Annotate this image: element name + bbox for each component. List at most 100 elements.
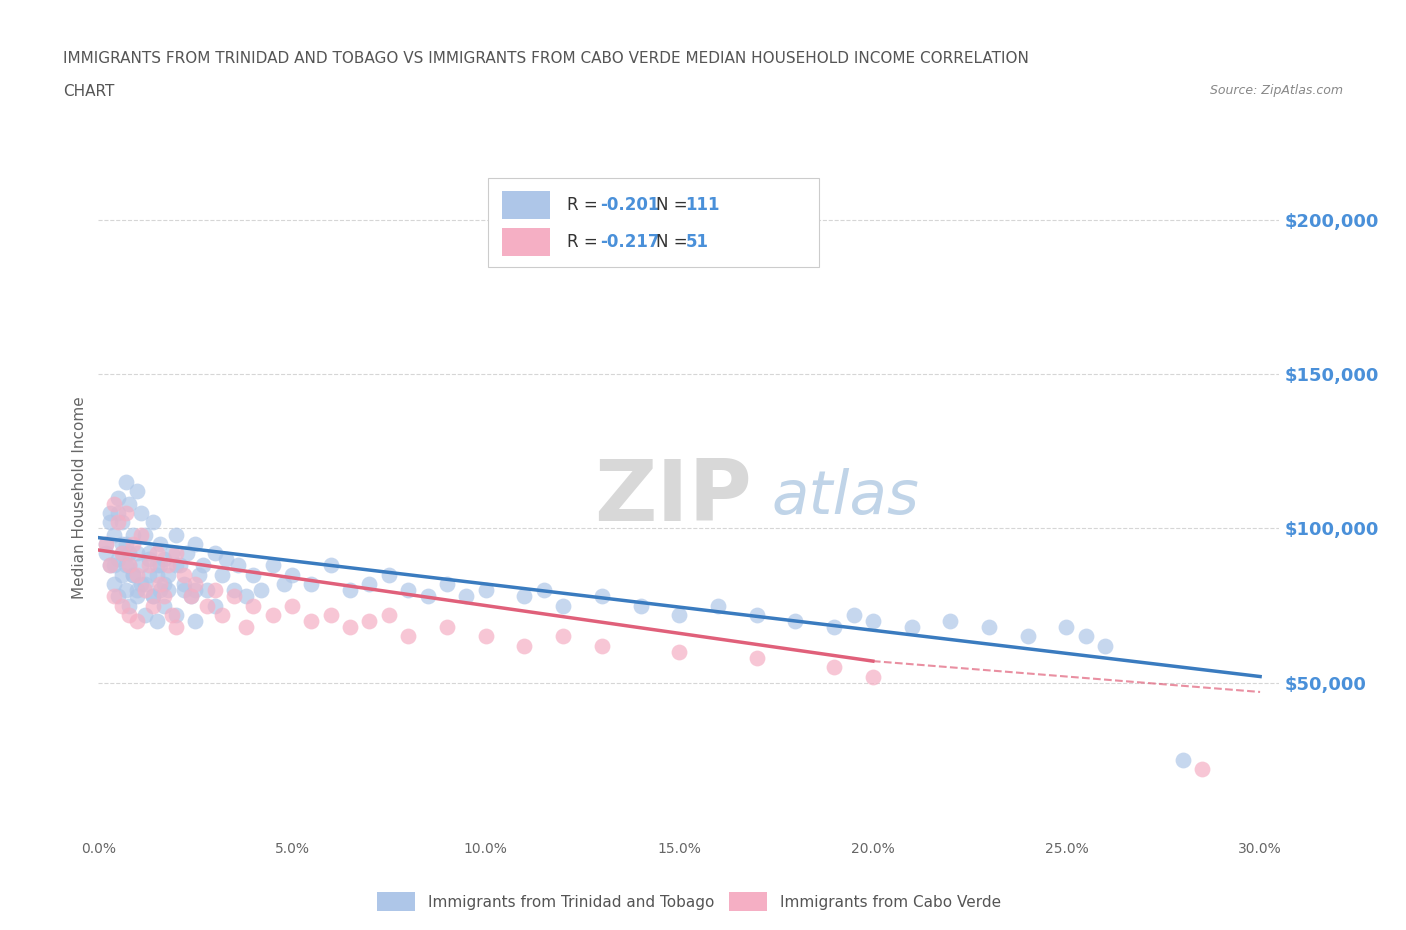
- Point: [114, 558, 136, 573]
- Point: [142, 515, 165, 530]
- Point: [153, 589, 176, 604]
- Point: [127, 567, 149, 582]
- Point: [138, 558, 160, 573]
- Point: [103, 577, 125, 591]
- Point: [474, 583, 496, 598]
- Point: [299, 577, 322, 591]
- Point: [114, 537, 136, 551]
- Point: [122, 537, 145, 551]
- Point: [1056, 619, 1078, 634]
- Point: [204, 598, 226, 613]
- Point: [169, 558, 191, 573]
- Point: [134, 607, 156, 622]
- Point: [98, 506, 121, 521]
- Point: [160, 546, 183, 561]
- Point: [513, 589, 536, 604]
- Point: [118, 607, 141, 622]
- Point: [114, 474, 136, 489]
- Point: [138, 567, 160, 582]
- Point: [262, 558, 284, 573]
- Text: N =: N =: [655, 233, 693, 251]
- Point: [416, 589, 439, 604]
- Text: R =: R =: [567, 233, 603, 251]
- Point: [226, 558, 249, 573]
- Point: [474, 629, 496, 644]
- Point: [173, 583, 195, 598]
- Point: [103, 527, 125, 542]
- Point: [98, 558, 121, 573]
- Point: [299, 614, 322, 629]
- Point: [157, 583, 180, 598]
- Point: [591, 589, 613, 604]
- Point: [785, 614, 807, 629]
- FancyBboxPatch shape: [488, 179, 818, 267]
- Point: [107, 589, 129, 604]
- Point: [250, 583, 273, 598]
- Point: [707, 598, 730, 613]
- Point: [745, 607, 768, 622]
- Point: [107, 490, 129, 505]
- Point: [111, 567, 134, 582]
- Point: [129, 527, 152, 542]
- Point: [1094, 638, 1116, 653]
- Point: [160, 607, 183, 622]
- Point: [842, 607, 865, 622]
- Point: [127, 546, 149, 561]
- Point: [745, 651, 768, 666]
- Point: [96, 537, 118, 551]
- Text: R =: R =: [567, 196, 603, 214]
- Point: [129, 577, 152, 591]
- Point: [122, 527, 145, 542]
- Point: [630, 598, 652, 613]
- Point: [262, 607, 284, 622]
- Point: [138, 551, 160, 566]
- Point: [235, 619, 257, 634]
- Point: [118, 558, 141, 573]
- Point: [111, 546, 134, 561]
- Point: [165, 607, 187, 622]
- Point: [153, 598, 176, 613]
- Point: [149, 537, 172, 551]
- Point: [191, 558, 214, 573]
- Point: [157, 558, 180, 573]
- Text: N =: N =: [655, 196, 693, 214]
- Point: [142, 589, 165, 604]
- Point: [165, 546, 187, 561]
- Point: [551, 629, 574, 644]
- Point: [149, 577, 172, 591]
- Point: [378, 567, 401, 582]
- Text: 51: 51: [685, 233, 709, 251]
- Point: [1171, 752, 1194, 767]
- Point: [173, 567, 195, 582]
- Point: [668, 644, 690, 659]
- Point: [111, 515, 134, 530]
- Point: [107, 506, 129, 521]
- Point: [103, 589, 125, 604]
- Point: [96, 546, 118, 561]
- Point: [281, 567, 304, 582]
- Point: [149, 583, 172, 598]
- Point: [378, 607, 401, 622]
- Point: [359, 577, 381, 591]
- Point: [211, 607, 233, 622]
- Point: [184, 537, 207, 551]
- Point: [114, 506, 136, 521]
- Point: [134, 583, 156, 598]
- Point: [1074, 629, 1097, 644]
- Point: [111, 546, 134, 561]
- Point: [138, 546, 160, 561]
- Point: [436, 619, 458, 634]
- Point: [180, 589, 202, 604]
- Text: -0.217: -0.217: [600, 233, 659, 251]
- Point: [180, 589, 202, 604]
- Point: [98, 515, 121, 530]
- Point: [222, 583, 245, 598]
- Point: [204, 583, 226, 598]
- Point: [134, 577, 156, 591]
- Point: [122, 567, 145, 582]
- Point: [339, 583, 361, 598]
- Point: [188, 567, 211, 582]
- Point: [184, 577, 207, 591]
- Point: [242, 598, 264, 613]
- Point: [359, 614, 381, 629]
